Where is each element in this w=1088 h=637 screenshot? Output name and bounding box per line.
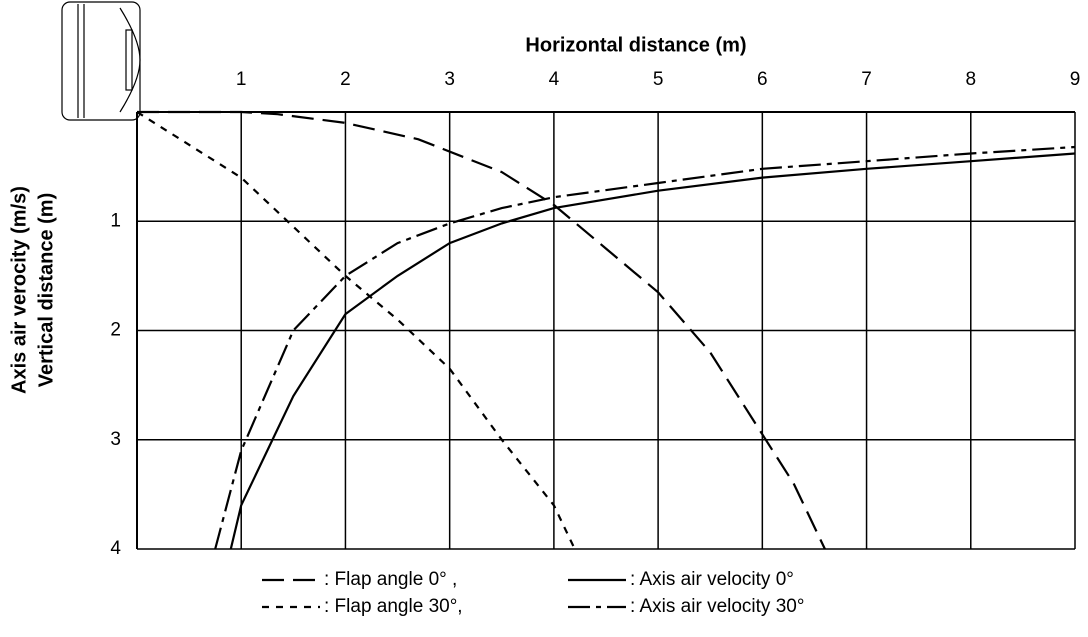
x-tick-label: 6: [757, 69, 768, 90]
y-axis-title: Axis air verocity (m/s): [8, 186, 30, 394]
x-tick-label: 9: [1070, 69, 1081, 90]
y-tick-label: 3: [110, 429, 121, 450]
x-tick-label: 4: [549, 69, 560, 90]
legend-label: : Axis air velocity 30°: [630, 596, 804, 617]
y-tick-label: 2: [110, 320, 121, 341]
ac-unit-icon: [62, 2, 140, 120]
x-tick-label: 3: [444, 69, 455, 90]
data-line: [215, 147, 1075, 549]
chart: Horizontal distance (m) Axis air verocit…: [0, 0, 1088, 637]
x-tick-label: 5: [653, 69, 664, 90]
data-line: [231, 154, 1075, 550]
x-tick-label: 1: [236, 69, 247, 90]
x-axis-title: Horizontal distance (m): [525, 34, 746, 56]
y-tick-label: 4: [110, 538, 121, 559]
y-axis-title: Vertical distance (m): [35, 193, 57, 388]
x-tick-label: 2: [340, 69, 351, 90]
legend-label: : Axis air velocity 0°: [630, 569, 794, 590]
y-tick-label: 1: [110, 210, 121, 231]
legend-label: : Flap angle 0° ,: [324, 569, 457, 590]
legend-label: : Flap angle 30°,: [324, 596, 463, 617]
x-tick-label: 8: [965, 69, 976, 90]
x-tick-label: 7: [861, 69, 872, 90]
